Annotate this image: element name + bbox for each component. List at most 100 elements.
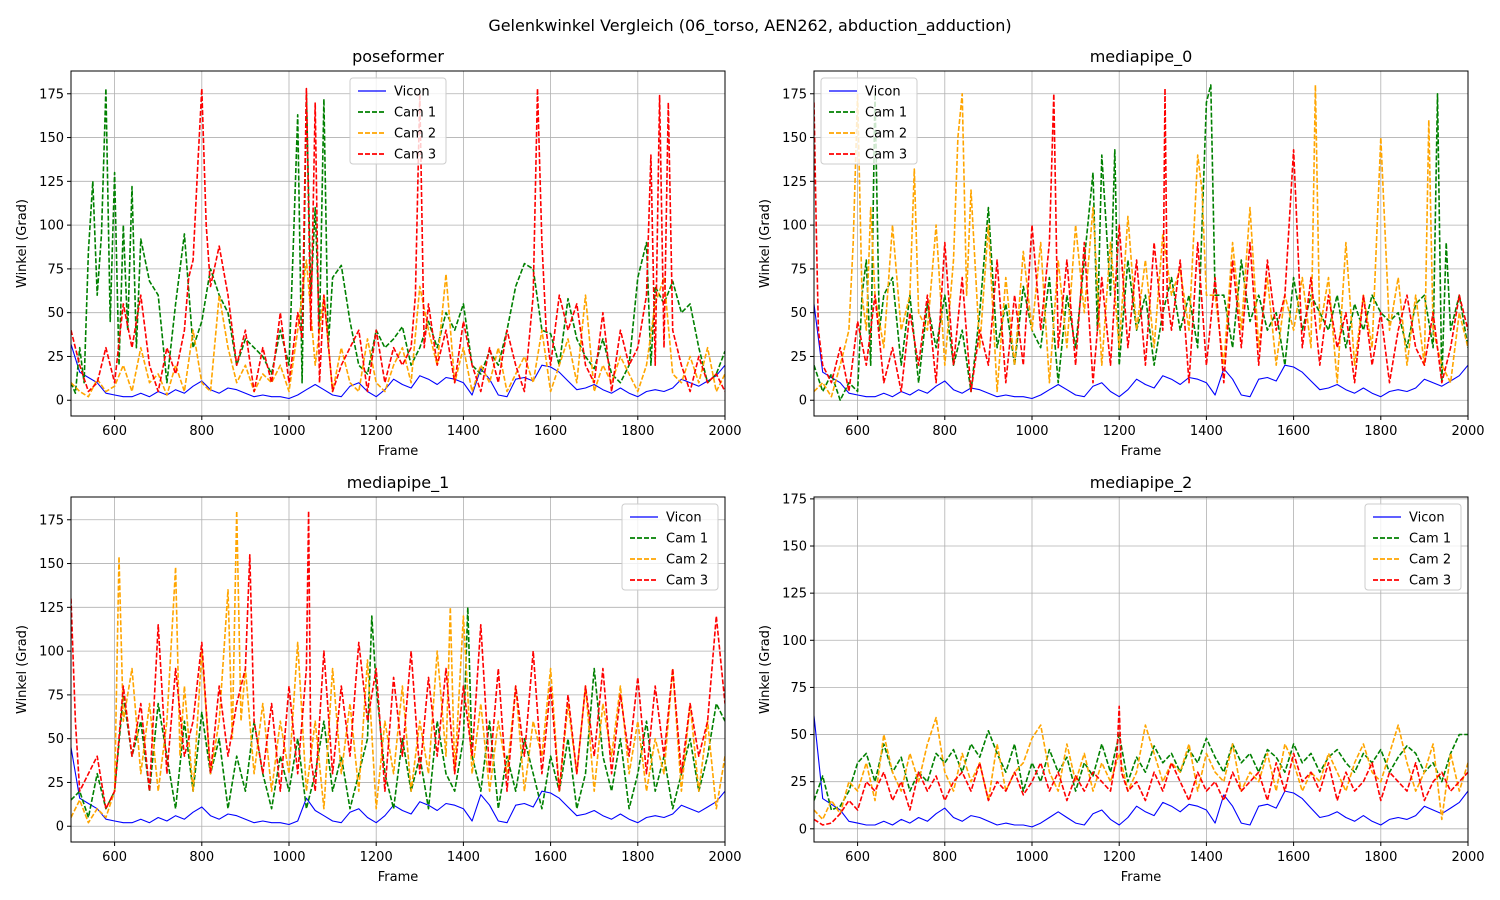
y-tick-label: 175 bbox=[782, 492, 807, 507]
axes-frame bbox=[70, 496, 726, 843]
series-line-cam-2 bbox=[71, 259, 725, 398]
x-tick-label: 1600 bbox=[1277, 850, 1310, 865]
y-tick-label: 150 bbox=[782, 540, 807, 555]
panel-poseformer: 600 800 1000 1200 1400 1600 1800 2000 0 25 50 75 100… bbox=[15, 47, 742, 459]
series-group bbox=[71, 510, 725, 826]
x-tick-label: 1000 bbox=[272, 850, 305, 865]
legend-label-cam-3: Cam 3 bbox=[1409, 574, 1451, 589]
x-tick-label: 600 bbox=[102, 850, 127, 865]
x-tick-label: 1400 bbox=[1190, 424, 1223, 439]
x-tick-label: 1400 bbox=[1190, 850, 1223, 865]
x-tick-label: 800 bbox=[932, 424, 957, 439]
y-axis-label: Winkel (Grad) bbox=[15, 199, 30, 288]
y-tick-label: 150 bbox=[782, 131, 807, 146]
panel-mediapipe-2: 600 800 1000 1200 1400 1600 1800 2000 0 25 50 75 100… bbox=[758, 473, 1485, 885]
legend-label-cam-1: Cam 1 bbox=[1409, 532, 1451, 547]
panel-mediapipe-1: 600 800 1000 1200 1400 1600 1800 2000 0 25 50 75 100… bbox=[15, 473, 742, 885]
x-tick-label: 1600 bbox=[534, 850, 567, 865]
y-tick-label: 125 bbox=[39, 601, 64, 616]
x-tick-label: 1000 bbox=[1015, 424, 1048, 439]
legend-box bbox=[349, 77, 447, 165]
x-tick-label: 1400 bbox=[447, 850, 480, 865]
legend-label-vicon: Vicon bbox=[1409, 511, 1445, 526]
legend-box bbox=[820, 77, 918, 165]
y-tick-label: 100 bbox=[782, 219, 807, 234]
series-line-vicon bbox=[71, 747, 725, 826]
legend-label-vicon: Vicon bbox=[865, 85, 901, 100]
x-tick-label: 1600 bbox=[534, 424, 567, 439]
y-tick-label: 100 bbox=[39, 645, 64, 660]
series-line-cam-3 bbox=[71, 510, 725, 810]
series-line-vicon bbox=[814, 715, 1468, 828]
figure-title: Gelenkwinkel Vergleich (06_torso, AEN262… bbox=[488, 16, 1011, 36]
series-line-cam-3 bbox=[814, 705, 1468, 826]
y-tick-label: 25 bbox=[790, 350, 807, 365]
y-tick-label: 75 bbox=[47, 262, 64, 277]
x-tick-label: 2000 bbox=[1451, 850, 1484, 865]
legend-box bbox=[621, 503, 719, 591]
y-tick-label: 175 bbox=[39, 87, 64, 102]
x-tick-label: 800 bbox=[189, 424, 214, 439]
x-tick-label: 2000 bbox=[1451, 424, 1484, 439]
legend-label-cam-1: Cam 1 bbox=[394, 106, 436, 121]
x-tick-label: 1800 bbox=[1364, 424, 1397, 439]
y-tick-label: 25 bbox=[790, 775, 807, 790]
series-line-vicon bbox=[71, 344, 725, 400]
legend-label-cam-2: Cam 2 bbox=[666, 553, 708, 568]
y-tick-label: 75 bbox=[790, 262, 807, 277]
x-tick-label: 1800 bbox=[1364, 850, 1397, 865]
x-tick-label: 2000 bbox=[708, 850, 741, 865]
legend-label-cam-3: Cam 3 bbox=[666, 574, 708, 589]
x-tick-label: 1400 bbox=[447, 424, 480, 439]
series-group bbox=[814, 84, 1468, 402]
legend-label-cam-2: Cam 2 bbox=[394, 127, 436, 142]
x-axis-label: Frame bbox=[378, 444, 419, 459]
y-axis-label: Winkel (Grad) bbox=[15, 625, 30, 714]
legend: Vicon Cam 1 Cam 2 Cam 3 bbox=[1364, 503, 1462, 591]
x-tick-label: 600 bbox=[102, 424, 127, 439]
series-line-cam-2 bbox=[814, 84, 1468, 398]
y-tick-label: 50 bbox=[790, 306, 807, 321]
y-tick-label: 150 bbox=[39, 131, 64, 146]
legend-label-cam-1: Cam 1 bbox=[865, 106, 907, 121]
y-tick-label: 50 bbox=[790, 728, 807, 743]
legend-box bbox=[1364, 503, 1462, 591]
y-tick-label: 75 bbox=[790, 681, 807, 696]
series-group bbox=[814, 705, 1468, 828]
y-tick-label: 175 bbox=[39, 513, 64, 528]
y-tick-label: 0 bbox=[56, 394, 64, 409]
y-tick-label: 125 bbox=[782, 175, 807, 190]
x-axis-label: Frame bbox=[1121, 444, 1162, 459]
legend: Vicon Cam 1 Cam 2 Cam 3 bbox=[621, 503, 719, 591]
y-tick-label: 0 bbox=[799, 822, 807, 837]
x-axis-label: Frame bbox=[1121, 870, 1162, 885]
x-tick-label: 1000 bbox=[1015, 850, 1048, 865]
y-tick-label: 125 bbox=[782, 587, 807, 602]
x-tick-label: 1200 bbox=[1103, 424, 1136, 439]
y-tick-label: 25 bbox=[47, 776, 64, 791]
x-tick-label: 1800 bbox=[621, 424, 654, 439]
legend-label-cam-1: Cam 1 bbox=[666, 532, 708, 547]
legend-label-cam-2: Cam 2 bbox=[1409, 553, 1451, 568]
series-line-cam-1 bbox=[71, 87, 725, 395]
y-tick-label: 100 bbox=[39, 219, 64, 234]
y-tick-label: 0 bbox=[56, 820, 64, 835]
legend-label-vicon: Vicon bbox=[394, 85, 430, 100]
legend: Vicon Cam 1 Cam 2 Cam 3 bbox=[349, 77, 447, 165]
y-axis-label: Winkel (Grad) bbox=[758, 199, 773, 288]
y-tick-label: 25 bbox=[47, 350, 64, 365]
series-line-cam-3 bbox=[71, 87, 725, 393]
y-tick-label: 175 bbox=[782, 87, 807, 102]
legend-label-cam-2: Cam 2 bbox=[865, 127, 907, 142]
legend-label-cam-3: Cam 3 bbox=[394, 148, 436, 163]
x-tick-label: 1200 bbox=[360, 424, 393, 439]
series-line-vicon bbox=[814, 303, 1468, 400]
axes-frame bbox=[70, 70, 726, 417]
y-axis-label: Winkel (Grad) bbox=[758, 625, 773, 714]
y-tick-label: 125 bbox=[39, 175, 64, 190]
series-line-cam-3 bbox=[814, 87, 1468, 393]
x-tick-label: 1000 bbox=[272, 424, 305, 439]
x-tick-label: 800 bbox=[932, 850, 957, 865]
panel-title: mediapipe_2 bbox=[1090, 473, 1193, 493]
